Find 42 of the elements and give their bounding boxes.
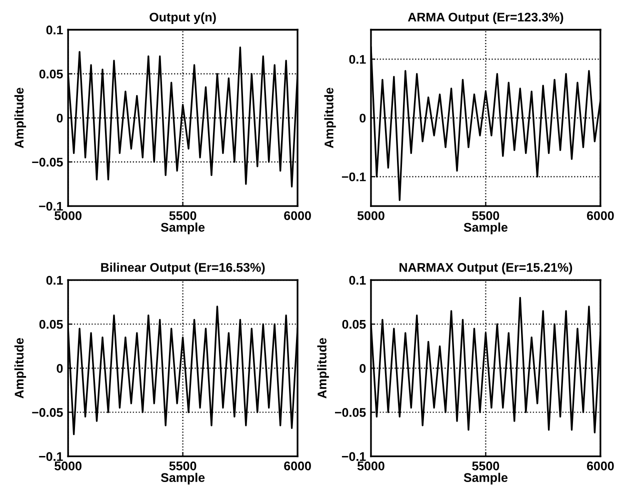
y-tick-label: 0.05 bbox=[39, 320, 63, 329]
x-tick-label: 6000 bbox=[284, 462, 311, 470]
y-tick-label: 0 bbox=[360, 114, 366, 123]
chart-title: NARMAX Output (Er=15.21%) bbox=[400, 262, 572, 274]
x-axis-title: Sample bbox=[464, 472, 508, 484]
x-tick-label: 5500 bbox=[169, 462, 196, 470]
y-tick-label: −0.05 bbox=[335, 408, 366, 417]
x-tick-label: 5500 bbox=[472, 211, 500, 220]
x-tick-label: 6000 bbox=[284, 211, 311, 220]
chart-title: ARMA Output (Er=123.3%) bbox=[408, 12, 564, 24]
y-tick-label: −0.1 bbox=[342, 172, 366, 182]
x-tick-label: 6000 bbox=[586, 211, 614, 220]
chart-title: Output y(n) bbox=[150, 12, 216, 24]
y-tick-label: 0.05 bbox=[342, 320, 366, 329]
y-axis-title: Amplitude bbox=[324, 88, 336, 148]
y-tick-label: 0.1 bbox=[349, 276, 366, 285]
x-axis-title: Sample bbox=[160, 222, 205, 234]
x-tick-label: 5000 bbox=[357, 462, 384, 470]
chart-title: Bilinear Output (Er=16.53%) bbox=[101, 262, 265, 274]
y-tick-label: 0.1 bbox=[46, 276, 63, 285]
y-tick-label: 0.05 bbox=[39, 70, 63, 78]
y-tick-label: −0.1 bbox=[342, 452, 366, 461]
y-axis-title: Amplitude bbox=[14, 338, 26, 398]
x-tick-label: 5000 bbox=[54, 462, 82, 470]
y-axis-title: Amplitude bbox=[317, 338, 329, 398]
y-tick-label: −0.05 bbox=[32, 408, 63, 417]
x-axis-title: Sample bbox=[464, 222, 508, 234]
x-tick-label: 5500 bbox=[472, 462, 500, 470]
x-tick-label: 5500 bbox=[169, 211, 196, 220]
x-tick-label: 6000 bbox=[586, 462, 614, 470]
y-axis-title: Amplitude bbox=[14, 88, 26, 148]
y-tick-label: −0.1 bbox=[39, 202, 63, 211]
y-tick-label: 0 bbox=[360, 364, 366, 373]
y-tick-label: −0.05 bbox=[32, 158, 63, 167]
y-tick-label: −0.1 bbox=[39, 452, 63, 461]
x-tick-label: 5000 bbox=[357, 211, 384, 220]
x-axis-title: Sample bbox=[160, 472, 205, 484]
y-tick-label: 0 bbox=[56, 114, 63, 123]
y-tick-label: 0 bbox=[56, 364, 63, 373]
x-tick-label: 5000 bbox=[54, 211, 82, 220]
y-tick-label: 0.1 bbox=[46, 26, 63, 34]
y-tick-label: 0.1 bbox=[349, 54, 366, 64]
